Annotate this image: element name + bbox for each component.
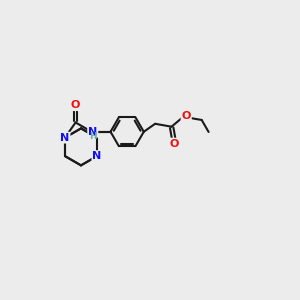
Text: O: O — [169, 139, 178, 148]
Text: O: O — [182, 111, 191, 121]
Text: H: H — [89, 132, 97, 141]
Text: N: N — [88, 127, 98, 137]
Text: N: N — [60, 133, 70, 142]
Text: O: O — [71, 100, 80, 110]
Text: N: N — [92, 151, 102, 161]
